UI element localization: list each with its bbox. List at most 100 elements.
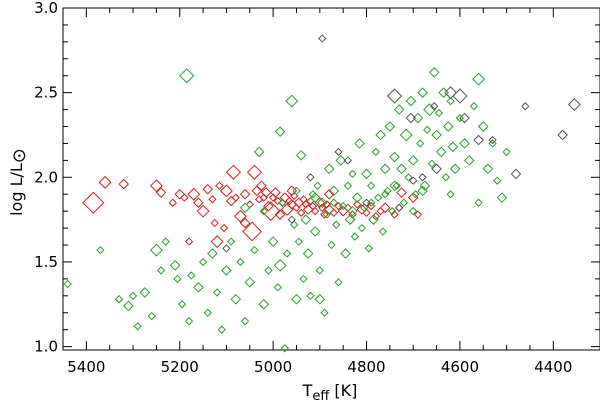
data-point-diamond — [296, 208, 306, 218]
data-point-diamond — [246, 164, 263, 180]
data-point-diamond — [208, 195, 217, 204]
data-point-diamond — [193, 197, 204, 209]
data-point-diamond — [442, 121, 454, 132]
data-point-diamond — [215, 181, 224, 190]
data-point-diamond — [179, 68, 195, 84]
data-point-diamond — [417, 87, 428, 98]
data-point-diamond — [174, 188, 186, 200]
data-point-diamond — [315, 266, 324, 275]
data-point-diamond — [367, 181, 376, 190]
data-point-diamond — [256, 180, 267, 192]
data-point-diamond — [393, 104, 405, 115]
data-point-diamond — [309, 192, 321, 203]
data-point-diamond — [472, 72, 486, 86]
data-point-diamond — [409, 176, 418, 185]
data-point-diamond — [244, 276, 256, 288]
data-point-diamond — [285, 94, 299, 108]
data-point-diamond — [313, 181, 322, 190]
data-point-diamond — [521, 102, 530, 111]
data-point-diamond — [431, 129, 442, 141]
data-point-diamond — [357, 223, 367, 233]
data-point-diamond — [334, 278, 343, 287]
x-axis-title-subscript: eff — [312, 389, 330, 404]
data-point-diamond — [395, 203, 404, 212]
data-point-diamond — [404, 173, 413, 182]
data-point-diamond — [496, 192, 508, 203]
data-point-diamond — [348, 169, 357, 179]
data-point-diamond — [250, 245, 259, 255]
data-point-diamond — [320, 210, 329, 219]
y-tick-label: 2.5 — [34, 84, 58, 102]
data-point-diamond — [446, 190, 455, 199]
data-point-diamond — [399, 198, 409, 207]
data-point-diamond — [156, 266, 166, 275]
data-point-diamond — [343, 181, 353, 190]
data-point-diamond — [320, 308, 329, 317]
data-point-diamond — [245, 200, 254, 209]
data-point-diamond — [302, 248, 314, 259]
data-point-diamond — [411, 190, 420, 199]
data-point-diamond — [133, 322, 142, 331]
data-point-diamond — [240, 317, 250, 326]
data-point-diamond — [409, 207, 418, 216]
x-tick-label: 5200 — [161, 358, 199, 376]
data-point-diamond — [350, 232, 360, 241]
data-point-diamond — [379, 163, 391, 175]
data-point-diamond — [455, 113, 465, 123]
data-point-diamond — [273, 283, 282, 292]
data-point-diamond — [282, 249, 292, 258]
data-point-diamond — [353, 200, 362, 209]
data-point-diamond — [278, 198, 287, 207]
y-axis-title-text: log L/L — [7, 163, 26, 216]
data-point-diamond — [139, 287, 151, 298]
data-point-diamond — [251, 185, 263, 197]
data-point-diamond — [299, 274, 308, 284]
y-tick-label: 1.0 — [34, 338, 58, 356]
data-point-diamond — [118, 178, 130, 190]
data-point-diamond — [477, 121, 489, 132]
data-point-diamond — [418, 173, 427, 182]
data-point-diamond — [383, 186, 392, 196]
data-point-diamond — [114, 295, 124, 304]
data-point-diamond — [389, 180, 400, 192]
data-point-diamond — [474, 198, 483, 207]
data-point-diamond — [567, 98, 581, 111]
data-point-diamond — [225, 164, 242, 180]
data-point-diamond — [291, 293, 302, 305]
x-axis-title-main: T — [302, 381, 313, 400]
data-point-diamond — [149, 179, 163, 193]
data-point-diamond — [419, 180, 431, 192]
data-point-diamond — [184, 237, 194, 246]
data-point-diamond — [242, 221, 263, 242]
data-point-diamond — [180, 193, 189, 202]
data-point-diamond — [399, 128, 413, 142]
plot-frame — [62, 7, 600, 351]
data-point-diamond — [374, 193, 383, 202]
data-point-diamond — [427, 159, 437, 168]
data-point-diamond — [417, 185, 428, 197]
data-point-diamond — [459, 112, 470, 124]
data-point-diamond — [207, 248, 218, 259]
data-point-diamond — [381, 190, 390, 199]
data-point-diamond — [368, 214, 379, 225]
data-point-diamond — [362, 198, 371, 207]
data-point-diamond — [239, 188, 251, 200]
x-tick-label: 4800 — [347, 358, 385, 376]
data-point-diamond — [294, 237, 303, 246]
data-point-diamond — [270, 187, 281, 198]
data-point-diamond — [334, 147, 343, 157]
data-point-diamond — [236, 257, 245, 267]
data-point-diamond — [444, 86, 458, 100]
data-point-diamond — [452, 88, 468, 104]
data-point-diamond — [446, 96, 455, 106]
data-point-diamond — [449, 163, 461, 175]
data-point-diamond — [354, 138, 365, 149]
data-point-diamond — [340, 248, 351, 259]
data-point-diamond — [149, 243, 163, 257]
data-point-diamond — [367, 201, 376, 211]
data-point-diamond — [177, 300, 187, 309]
data-point-diamond — [274, 126, 286, 137]
x-tick-label: 5000 — [254, 358, 292, 376]
data-point-diamond — [292, 186, 301, 196]
data-point-diamond — [318, 203, 327, 212]
